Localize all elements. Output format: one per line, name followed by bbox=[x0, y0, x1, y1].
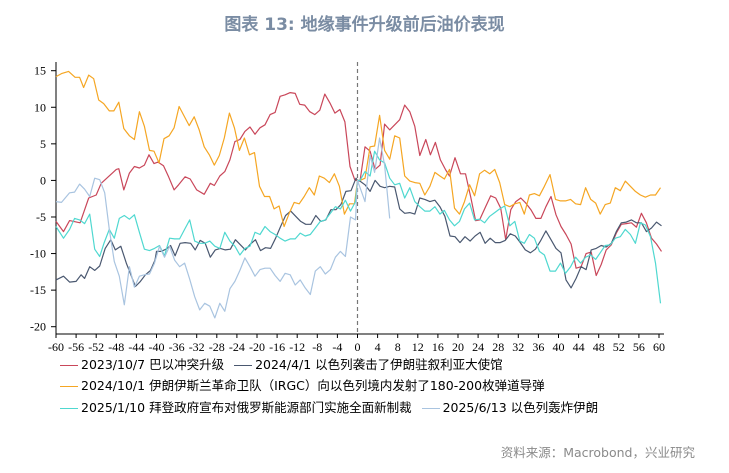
legend-label: 2024/4/1 以色列袭击了伊朗驻叙利亚大使馆 bbox=[255, 357, 503, 372]
legend-swatch bbox=[60, 386, 78, 387]
x-tick-label: 16 bbox=[432, 340, 444, 354]
legend-item: 2025/6/13 以色列轰炸伊朗 bbox=[421, 400, 599, 415]
y-tick-label: -10 bbox=[30, 247, 46, 261]
series-line bbox=[55, 92, 662, 277]
x-tick-label: 40 bbox=[553, 340, 565, 354]
x-tick-label: -28 bbox=[209, 340, 225, 354]
legend-swatch bbox=[234, 365, 253, 366]
x-tick-label: 36 bbox=[532, 340, 544, 354]
y-tick-label: -20 bbox=[30, 320, 46, 334]
x-tick-label: -56 bbox=[68, 340, 84, 354]
x-tick-label: 24 bbox=[472, 340, 484, 354]
source-note: 资料来源：Macrobond，兴业研究 bbox=[500, 445, 695, 460]
series-line bbox=[55, 177, 662, 289]
y-tick-label: 15 bbox=[34, 64, 46, 78]
x-tick-label: -24 bbox=[229, 340, 245, 354]
legend-swatch bbox=[60, 365, 78, 366]
y-tick-label: 0 bbox=[40, 173, 46, 187]
legend-label: 2024/10/1 伊朗伊斯兰革命卫队（IRGC）向以色列境内发射了180-20… bbox=[81, 378, 545, 393]
x-tick-label: 8 bbox=[395, 340, 401, 354]
chart-title: 图表 13: 地缘事件升级前后油价表现 bbox=[224, 15, 505, 35]
legend-label: 2023/10/7 巴以冲突升级 bbox=[81, 357, 225, 372]
x-tick-label: -40 bbox=[149, 340, 165, 354]
legend-label: 2025/1/10 拜登政府宣布对俄罗斯能源部门实施全面新制裁 bbox=[81, 400, 412, 415]
series-line bbox=[55, 137, 391, 319]
legend-row-2: 2024/10/1 伊朗伊斯兰革命卫队（IRGC）向以色列境内发射了180-20… bbox=[60, 375, 551, 394]
legend-swatch bbox=[60, 408, 78, 409]
x-tick-label: -32 bbox=[189, 340, 205, 354]
x-tick-label: -20 bbox=[249, 340, 265, 354]
series-lines bbox=[55, 70, 662, 319]
x-tick-label: -36 bbox=[169, 340, 185, 354]
x-tick-label: -16 bbox=[269, 340, 285, 354]
x-tick-label: 56 bbox=[633, 340, 645, 354]
x-tick-label: 20 bbox=[452, 340, 464, 354]
x-tick-label: 28 bbox=[492, 340, 504, 354]
x-tick-label: -48 bbox=[108, 340, 124, 354]
legend-row-1: 2023/10/7 巴以冲突升级 2024/4/1 以色列袭击了伊朗驻叙利亚大使… bbox=[60, 354, 509, 373]
y-tick-label: 10 bbox=[34, 100, 46, 114]
y-tick-label: 5 bbox=[40, 137, 46, 151]
legend-swatch bbox=[421, 408, 440, 409]
x-tick-label: -8 bbox=[312, 340, 322, 354]
legend-row-3: 2025/1/10 拜登政府宣布对俄罗斯能源部门实施全面新制裁 2025/6/1… bbox=[60, 397, 604, 416]
x-tick-label: -4 bbox=[332, 340, 342, 354]
legend-item: 2025/1/10 拜登政府宣布对俄罗斯能源部门实施全面新制裁 bbox=[60, 400, 412, 415]
x-tick-label: 4 bbox=[375, 340, 381, 354]
x-tick-label: 12 bbox=[412, 340, 424, 354]
legend-item: 2023/10/7 巴以冲突升级 bbox=[60, 357, 224, 372]
legend-label: 2025/6/13 以色列轰炸伊朗 bbox=[442, 400, 599, 415]
x-tick-label: 48 bbox=[593, 340, 605, 354]
series-line bbox=[55, 150, 662, 304]
x-tick-label: -44 bbox=[128, 340, 144, 354]
legend-item: 2024/4/1 以色列袭击了伊朗驻叙利亚大使馆 bbox=[234, 357, 503, 372]
x-tick-label: 60 bbox=[653, 340, 665, 354]
x-tick-label: -12 bbox=[289, 340, 305, 354]
x-tick-label: 52 bbox=[613, 340, 625, 354]
x-tick-label: -52 bbox=[88, 340, 104, 354]
legend-item: 2024/10/1 伊朗伊斯兰革命卫队（IRGC）向以色列境内发射了180-20… bbox=[60, 378, 545, 393]
y-tick-label: -15 bbox=[30, 283, 46, 297]
series-line bbox=[55, 70, 661, 228]
x-tick-label: 0 bbox=[355, 340, 361, 354]
x-tick-label: 44 bbox=[573, 340, 585, 354]
y-tick-label: -5 bbox=[36, 210, 46, 224]
x-tick-label: 32 bbox=[512, 340, 524, 354]
x-tick-label: -60 bbox=[48, 340, 64, 354]
